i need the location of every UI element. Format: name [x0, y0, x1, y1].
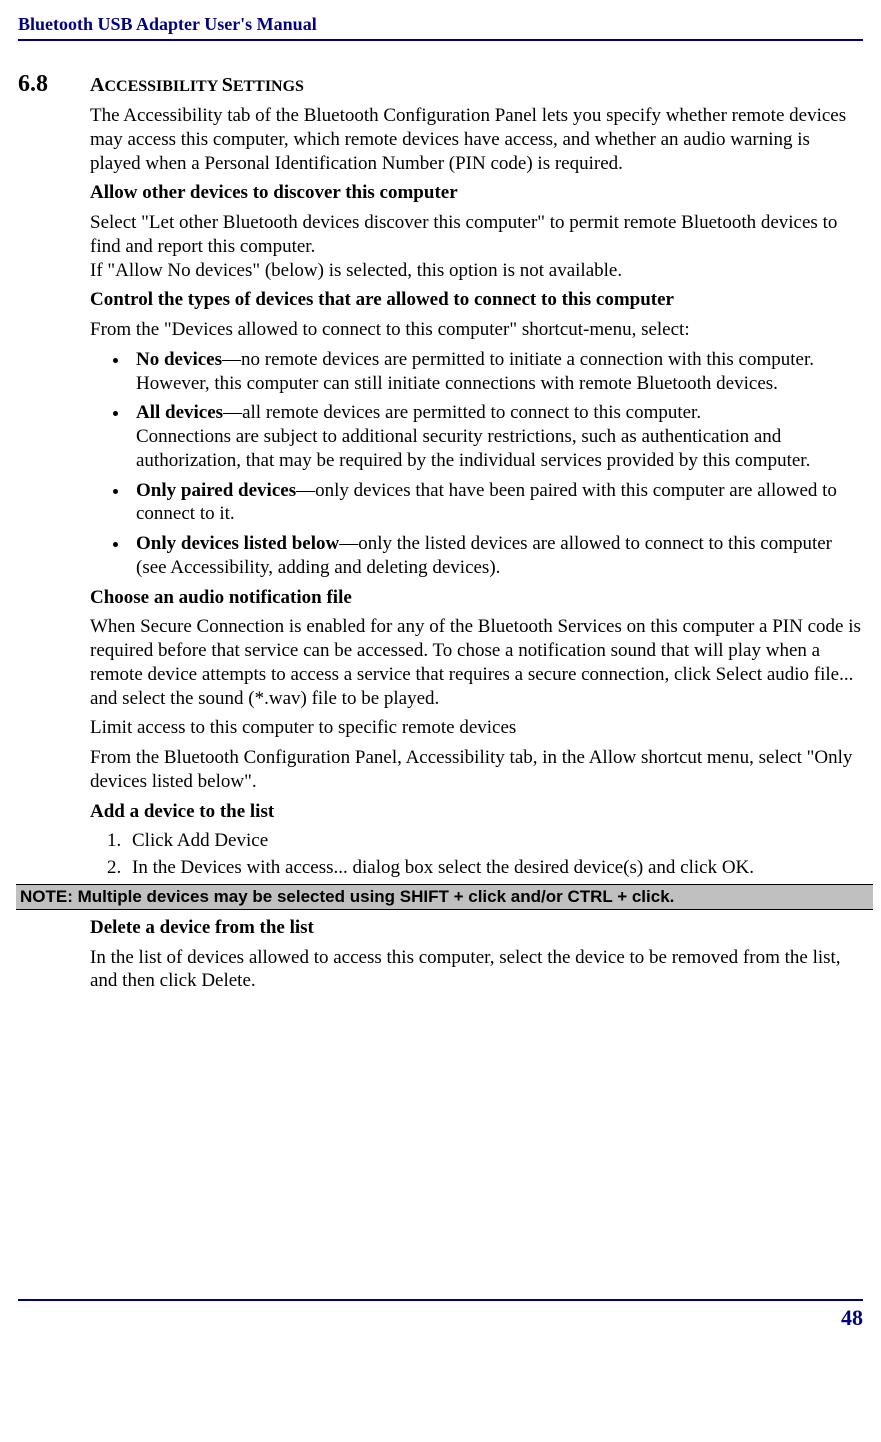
section-title: ACCESSIBILITY SETTINGS: [90, 74, 304, 97]
section-heading: 6.8 ACCESSIBILITY SETTINGS: [18, 71, 863, 98]
paragraph-limit-access: Limit access to this computer to specifi…: [90, 716, 863, 740]
bullet-text-line1: —all remote devices are permitted to con…: [223, 402, 701, 423]
subhead-add-device: Add a device to the list: [90, 800, 863, 824]
bullet-lead: Only devices listed below: [136, 533, 339, 554]
step-text: In the Devices with access... dialog box…: [132, 857, 754, 878]
body: The Accessibility tab of the Bluetooth C…: [90, 104, 863, 880]
subhead-audio-file: Choose an audio notification file: [90, 586, 863, 610]
bullet-text: —no remote devices are permitted to init…: [136, 349, 814, 394]
list-item: Click Add Device: [126, 829, 863, 853]
list-item: In the Devices with access... dialog box…: [126, 856, 863, 880]
list-item: Only devices listed below—only the liste…: [130, 532, 863, 580]
section-title-cap-2: S: [222, 74, 233, 96]
bullet-lead: No devices: [136, 349, 222, 370]
intro-paragraph: The Accessibility tab of the Bluetooth C…: [90, 104, 863, 175]
paragraph-discover-2: If "Allow No devices" (below) is selecte…: [90, 259, 863, 283]
subhead-control-types: Control the types of devices that are al…: [90, 288, 863, 312]
page: Bluetooth USB Adapter User's Manual 6.8 …: [0, 14, 881, 1361]
body-continued: Delete a device from the list In the lis…: [90, 916, 863, 993]
page-number: 48: [18, 1305, 863, 1331]
paragraph-only-listed: From the Bluetooth Configuration Panel, …: [90, 746, 863, 794]
bullet-lead: Only paired devices: [136, 480, 296, 501]
section-title-cap-1: A: [90, 74, 104, 96]
section-number: 6.8: [18, 71, 90, 98]
spacer: [18, 999, 863, 1259]
paragraph-discover-1: Select "Let other Bluetooth devices disc…: [90, 211, 863, 259]
paragraph-audio: When Secure Connection is enabled for an…: [90, 615, 863, 710]
add-device-steps: Click Add Device In the Devices with acc…: [90, 829, 863, 880]
section-title-rest-2: ETTINGS: [233, 78, 304, 95]
note-bar: NOTE: Multiple devices may be selected u…: [16, 884, 873, 910]
bullet-lead: All devices: [136, 402, 223, 423]
paragraph-shortcut-menu: From the "Devices allowed to connect to …: [90, 318, 863, 342]
footer-rule: [18, 1299, 863, 1301]
header-rule: [18, 39, 863, 41]
list-item: No devices—no remote devices are permitt…: [130, 348, 863, 396]
paragraph-delete: In the list of devices allowed to access…: [90, 946, 863, 994]
list-item: All devices—all remote devices are permi…: [130, 401, 863, 472]
section-title-rest-1: CCESSIBILITY: [104, 78, 221, 95]
page-header-title: Bluetooth USB Adapter User's Manual: [18, 14, 863, 35]
device-options-list: No devices—no remote devices are permitt…: [90, 348, 863, 580]
bullet-text-line2: Connections are subject to additional se…: [136, 426, 810, 471]
subhead-delete-device: Delete a device from the list: [90, 916, 863, 940]
step-text: Click Add Device: [132, 830, 268, 851]
subhead-allow-discover: Allow other devices to discover this com…: [90, 181, 863, 205]
list-item: Only paired devices—only devices that ha…: [130, 479, 863, 527]
